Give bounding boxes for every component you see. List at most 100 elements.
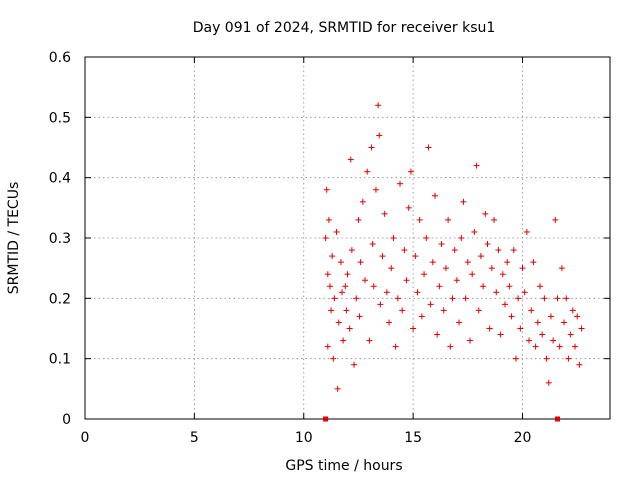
- data-point: [324, 343, 331, 350]
- data-point: [344, 271, 351, 278]
- data-point: [436, 283, 443, 290]
- data-point: [504, 259, 511, 266]
- data-point: [550, 337, 557, 344]
- data-point: [397, 180, 403, 187]
- data-point: [484, 241, 491, 248]
- data-point: [543, 355, 550, 362]
- x-tick-label: 20: [514, 430, 532, 446]
- data-point: [438, 241, 445, 248]
- x-axis-label: GPS time / hours: [285, 458, 402, 474]
- data-point: [473, 162, 480, 169]
- data-point: [471, 228, 478, 235]
- axis-ticks: 0 5 10 15 20 0 0.1 0.2 0.3 0.4 0.5 0.6: [49, 50, 610, 446]
- data-point: [460, 198, 467, 205]
- data-point: [526, 337, 533, 344]
- data-point: [532, 343, 539, 350]
- data-point: [322, 235, 329, 241]
- data-point: [323, 186, 330, 193]
- data-point: [421, 271, 428, 278]
- data-point: [405, 204, 412, 211]
- y-tick-label: 0: [62, 412, 71, 428]
- data-point: [497, 331, 504, 338]
- data-point: [346, 325, 353, 332]
- data-point: [377, 301, 384, 308]
- chart-title: Day 091 of 2024, SRMTID for receiver ksu…: [193, 20, 496, 36]
- data-point: [574, 313, 581, 320]
- data-point: [477, 253, 484, 260]
- data-point: [376, 132, 383, 139]
- data-point: [381, 210, 388, 217]
- data-point: [356, 313, 363, 320]
- data-point: [425, 144, 432, 151]
- data-point: [334, 385, 341, 392]
- data-point: [475, 307, 482, 314]
- data-point: [392, 343, 399, 350]
- data-point: [325, 216, 332, 223]
- data-point: [519, 265, 526, 272]
- data-point: [407, 168, 414, 175]
- data-point: [469, 271, 476, 278]
- data-point: [364, 168, 371, 175]
- data-point: [558, 265, 565, 272]
- data-point: [328, 307, 335, 314]
- y-tick-label: 0.3: [49, 231, 71, 247]
- data-point: [578, 325, 585, 332]
- data-point: [343, 307, 350, 314]
- data-point: [432, 192, 438, 199]
- data-point: [429, 259, 436, 266]
- data-point: [370, 283, 377, 290]
- data-point: [517, 325, 524, 332]
- data-point: [569, 307, 576, 314]
- y-tick-label: 0.5: [49, 110, 71, 126]
- data-point: [467, 337, 473, 344]
- data-point: [515, 295, 522, 302]
- data-point: [563, 295, 570, 302]
- data-point: [541, 295, 548, 302]
- data-point: [434, 331, 441, 338]
- data-point: [530, 259, 537, 266]
- data-point: [347, 156, 354, 163]
- data-point: [412, 253, 419, 260]
- data-point: [337, 259, 344, 266]
- y-tick-label: 0.2: [49, 291, 71, 307]
- y-tick-label: 0.4: [49, 171, 71, 187]
- data-point: [510, 247, 517, 254]
- data-point: [512, 355, 519, 362]
- data-point: [333, 228, 340, 235]
- data-point: [427, 301, 434, 308]
- data-point: [403, 277, 410, 284]
- data-point: [506, 283, 513, 290]
- data-point: [539, 331, 546, 338]
- data-point: [552, 216, 559, 223]
- data-point: [423, 235, 430, 241]
- data-point: [545, 379, 552, 386]
- data-point: [480, 283, 487, 290]
- data-point: [493, 289, 500, 296]
- data-point: [486, 325, 493, 332]
- data-point: [375, 102, 382, 109]
- data-point: [324, 271, 331, 278]
- data-point: [453, 277, 460, 284]
- data-point: [379, 253, 386, 260]
- data-point: [464, 259, 471, 266]
- data-point: [451, 247, 458, 254]
- data-point: [327, 283, 333, 290]
- data-point: [440, 307, 447, 314]
- x-tick-label: 15: [404, 430, 422, 446]
- data-point: [534, 319, 541, 326]
- data-point: [401, 247, 408, 254]
- data-point: [362, 277, 368, 284]
- data-point: [390, 235, 397, 241]
- data-point: [458, 235, 465, 241]
- data-point: [521, 289, 528, 296]
- data-point: [508, 313, 515, 320]
- data-point: [572, 343, 578, 350]
- data-point: [499, 271, 506, 278]
- data-point: [383, 289, 390, 296]
- data-point: [462, 295, 469, 302]
- data-point: [445, 216, 452, 223]
- data-point: [576, 361, 583, 368]
- data-point: [372, 186, 379, 193]
- data-point: [386, 319, 393, 326]
